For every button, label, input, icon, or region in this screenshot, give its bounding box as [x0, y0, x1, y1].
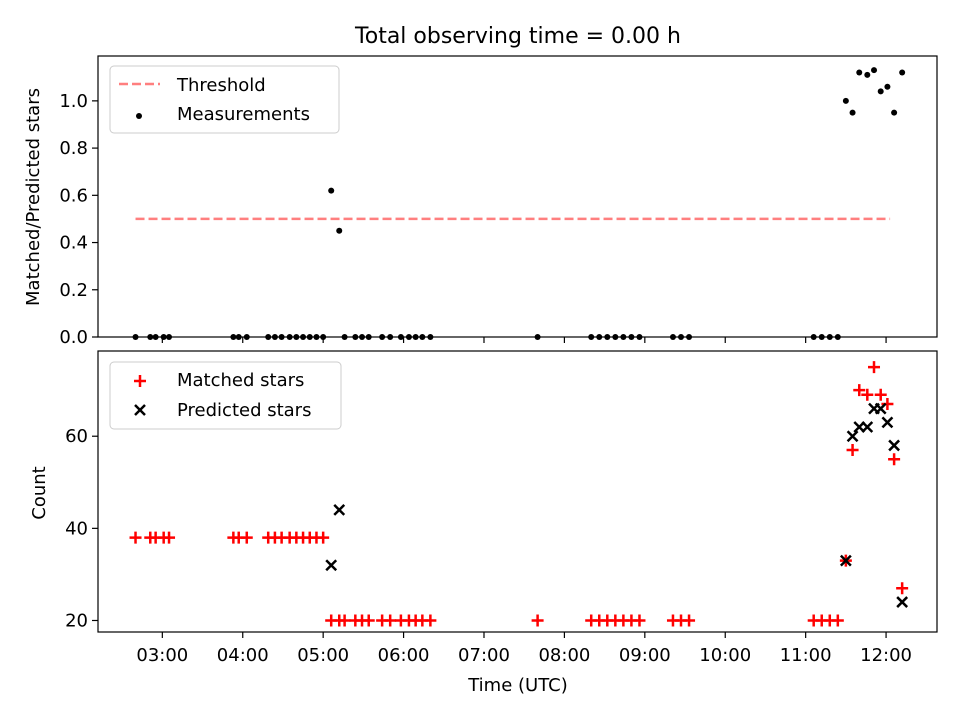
- matched-legend-label: Matched stars: [177, 370, 304, 391]
- x-tick-label: 07:00: [458, 645, 510, 666]
- predicted-stars-point: [333, 504, 346, 516]
- measurement-point: [871, 67, 878, 74]
- bottom-y-tick-label: 60: [65, 426, 88, 447]
- predicted-stars-point: [839, 554, 852, 567]
- predicted-legend-swatch: [134, 404, 146, 416]
- predicted-stars-point: [881, 416, 894, 429]
- matched-stars-point: [163, 531, 176, 544]
- matched-stars-point: [362, 614, 375, 627]
- top-y-tick-label: 0.8: [59, 138, 88, 159]
- top-y-tick-label: 0.2: [59, 280, 88, 301]
- measurement-point: [328, 187, 335, 194]
- measurement-point: [899, 69, 906, 76]
- matched-stars-point: [861, 388, 874, 401]
- bottom-y-tick-label: 40: [65, 518, 88, 539]
- matched-stars-point: [846, 444, 859, 457]
- bottom-legend-box: [109, 361, 342, 430]
- x-tick-label: 11:00: [780, 645, 832, 666]
- threshold-legend-label: Threshold: [176, 75, 266, 96]
- matched-stars-point: [874, 388, 887, 401]
- predicted-stars-point: [861, 421, 874, 433]
- x-tick-label: 08:00: [538, 645, 590, 666]
- bottom-x-axis: 03:00 04:00 05:00 06:00 07:00 08:00 09:00 10:00…: [136, 632, 912, 666]
- bottom-y-tick-label: 20: [65, 610, 88, 631]
- x-tick-label: 10:00: [699, 645, 751, 666]
- bottom-legend: Matched stars Predicted stars: [109, 361, 342, 430]
- top-y-tick-label: 0.6: [59, 185, 88, 206]
- measurements-legend-swatch: [136, 113, 142, 119]
- matched-stars-point: [129, 531, 142, 544]
- predicted-legend-label: Predicted stars: [177, 400, 311, 421]
- matched-stars-point: [633, 614, 646, 627]
- top-y-axis: 0.0 0.2 0.4 0.6 0.8 1.0: [59, 91, 98, 348]
- matched-stars-point: [683, 614, 696, 627]
- top-panel: 0.0 0.2 0.4 0.6 0.8 1.0 Matched/Predicted sta…: [23, 55, 938, 348]
- matched-stars-point: [317, 531, 330, 544]
- bottom-panel: 20 40 60 03:00 04:00 05:00 06:00 07:00 08:00 09:…: [29, 350, 938, 696]
- figure-title: Total observing time = 0.00 h: [354, 24, 681, 49]
- x-tick-label: 09:00: [619, 645, 671, 666]
- top-y-tick-label: 0.4: [59, 233, 88, 254]
- top-plot-frame: [97, 55, 938, 338]
- x-tick-label: 04:00: [217, 645, 269, 666]
- measurement-point: [849, 109, 856, 116]
- matched-stars-point: [384, 614, 397, 627]
- measurement-point: [842, 97, 849, 104]
- matched-stars-point: [888, 453, 901, 466]
- matched-stars-point: [896, 582, 909, 595]
- predicted-stars-point: [888, 439, 900, 452]
- top-y-tick-label: 1.0: [59, 91, 88, 112]
- measurement-point: [877, 88, 884, 95]
- bottom-plot-frame: [97, 350, 938, 633]
- measurement-point: [856, 69, 863, 76]
- top-y-tick-label: 0.0: [59, 327, 88, 348]
- bottom-y-axis: 20 40 60: [65, 426, 98, 631]
- measurement-point: [864, 71, 871, 78]
- matched-stars-point: [868, 361, 881, 374]
- matched-stars-point: [853, 384, 866, 397]
- measurement-point: [891, 109, 898, 116]
- top-x-ticks: [161, 337, 887, 343]
- matched-stars-point: [881, 397, 894, 410]
- predicted-stars-point: [874, 402, 887, 415]
- x-tick-label: 12:00: [860, 645, 912, 666]
- measurements-legend-label: Measurements: [177, 104, 310, 125]
- bottom-marks-layer: [129, 361, 909, 627]
- predicted-stars-point: [896, 596, 909, 608]
- matched-stars-point: [424, 614, 437, 627]
- matched-stars-point: [831, 614, 844, 627]
- top-y-axis-label: Matched/Predicted stars: [23, 88, 44, 306]
- top-legend-box: [109, 65, 340, 134]
- predicted-stars-point: [325, 559, 338, 572]
- x-axis-label: Time (UTC): [467, 675, 568, 696]
- measurement-point: [336, 227, 343, 234]
- bottom-y-axis-label: Count: [29, 466, 50, 519]
- top-legend: Threshold Measurements: [109, 65, 340, 134]
- x-tick-label: 03:00: [136, 645, 188, 666]
- x-tick-label: 05:00: [297, 645, 349, 666]
- matched-stars-point: [240, 531, 253, 544]
- matched-stars-point: [531, 614, 544, 627]
- predicted-stars-point: [846, 430, 859, 443]
- matched-stars-point: [338, 614, 351, 627]
- matched-legend-swatch: [134, 375, 146, 387]
- measurement-point: [884, 83, 891, 90]
- x-tick-label: 06:00: [378, 645, 430, 666]
